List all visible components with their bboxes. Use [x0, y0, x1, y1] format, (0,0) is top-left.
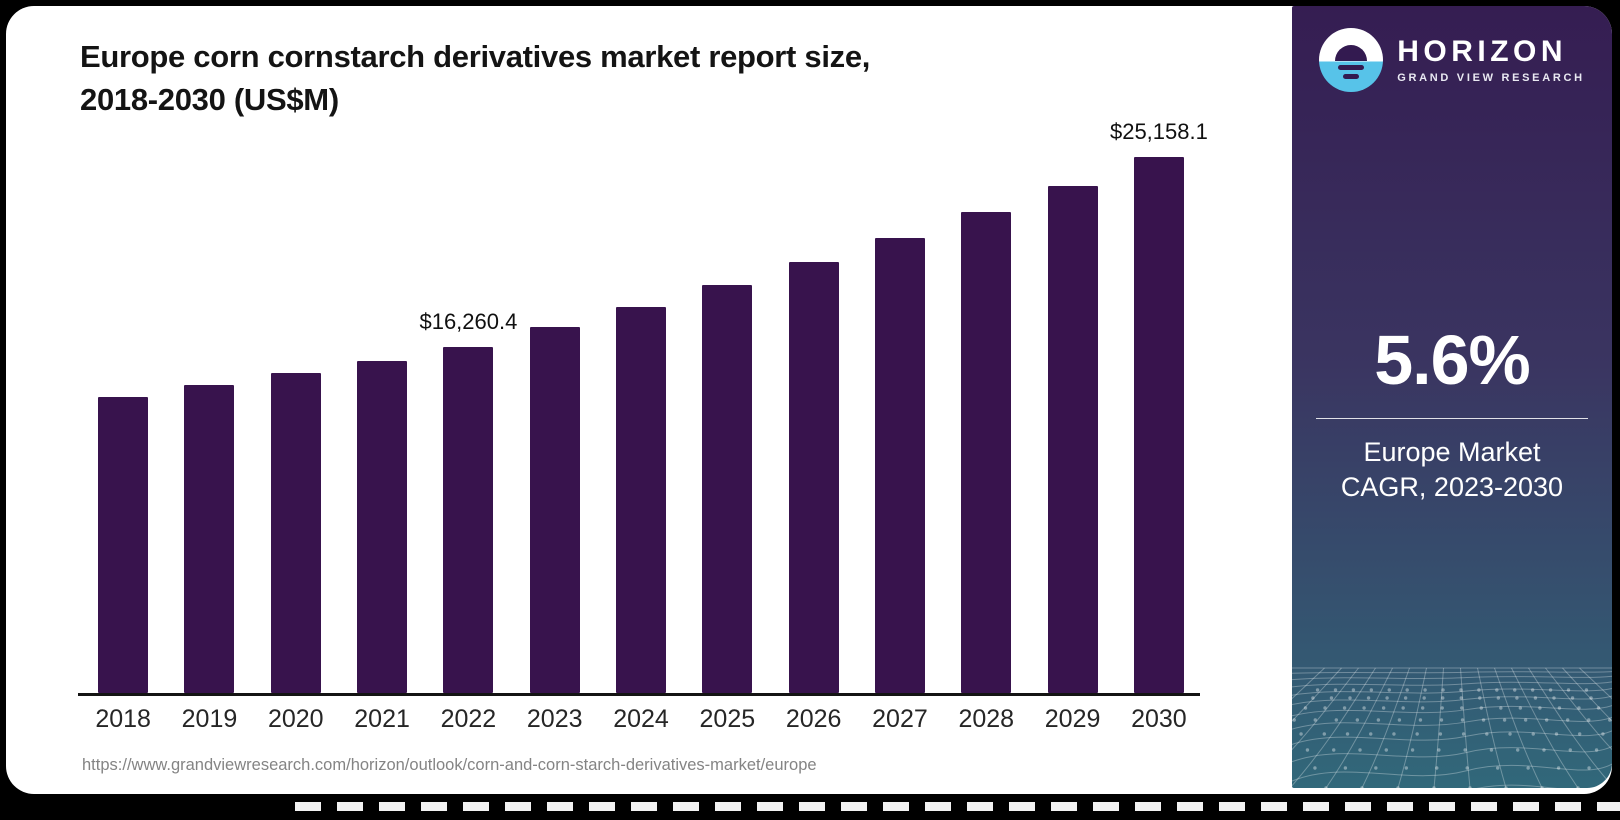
- x-tick-2027: 2027: [872, 705, 928, 733]
- bar-chart-plot: $16,260.4 $25,158.1: [80, 119, 1208, 693]
- brand-subtitle: GRAND VIEW RESEARCH: [1397, 71, 1585, 84]
- bar-column-2027: [857, 157, 943, 693]
- bar-2024: [616, 307, 667, 693]
- brand-logo-row: HORIZON GRAND VIEW RESEARCH: [1292, 28, 1612, 92]
- bar-2026: [788, 262, 839, 693]
- bar-2023: [529, 327, 580, 693]
- cagr-label: Europe Market CAGR, 2023-2030: [1292, 435, 1612, 504]
- bar-column-2019: [166, 157, 252, 693]
- bar-2027: [874, 238, 925, 693]
- cagr-label-line2: CAGR, 2023-2030: [1340, 471, 1564, 502]
- bar-column-2024: [598, 157, 684, 693]
- bar-2018: [98, 397, 149, 693]
- bar-value-label-2030: $25,158.1: [1109, 119, 1208, 144]
- x-tick-2020: 2020: [267, 705, 324, 733]
- chart-title-line2: 2018-2030 (US$M): [80, 81, 339, 117]
- brand-text: HORIZON GRAND VIEW RESEARCH: [1397, 36, 1585, 84]
- bar-2021: [357, 361, 408, 693]
- x-axis-labels: 2018 2019 2020 2021 2022 2023 2024 2025 2026 2027…: [80, 705, 1202, 734]
- bar-2025: [702, 285, 753, 693]
- chart-card: Europe corn cornstarch derivatives marke…: [6, 6, 1612, 794]
- bar-column-2030: $25,158.1: [1110, 119, 1208, 693]
- bar-column-2025: [684, 157, 770, 693]
- bar-column-2029: [1029, 157, 1115, 693]
- x-tick-2029: 2029: [1044, 705, 1101, 733]
- bar-2022: [443, 347, 494, 693]
- x-tick-2023: 2023: [526, 705, 583, 733]
- bar-column-2018: [80, 157, 166, 693]
- x-tick-2019: 2019: [181, 705, 238, 733]
- bar-column-2020: [253, 157, 339, 693]
- cagr-label-line1: Europe Market: [1363, 437, 1541, 467]
- bar-value-label-2022: $16,260.4: [419, 309, 518, 334]
- brand-name: HORIZON: [1397, 35, 1568, 69]
- bar-2030: [1133, 157, 1184, 693]
- cagr-block: 5.6% Europe Market CAGR, 2023-2030: [1292, 320, 1612, 504]
- x-tick-2021: 2021: [354, 705, 410, 733]
- divider-line: [1316, 418, 1588, 419]
- x-tick-2022: 2022: [440, 705, 497, 733]
- bar-column-2028: [943, 157, 1029, 693]
- x-tick-2030: 2030: [1131, 705, 1187, 733]
- cagr-value: 5.6%: [1374, 321, 1531, 399]
- x-axis-line: [78, 693, 1200, 696]
- bar-column-2021: [339, 157, 425, 693]
- x-tick-2028: 2028: [958, 705, 1015, 733]
- source-url: https://www.grandviewresearch.com/horizo…: [82, 756, 817, 774]
- bar-column-2026: [771, 157, 857, 693]
- chart-title: Europe corn cornstarch derivatives marke…: [80, 36, 1080, 122]
- brand-panel: HORIZON GRAND VIEW RESEARCH 5.6% Europe …: [1292, 6, 1612, 788]
- torn-edge-decoration: [295, 802, 1620, 811]
- horizon-logo-icon: [1319, 28, 1384, 92]
- x-tick-2018: 2018: [95, 705, 151, 733]
- bar-2029: [1047, 186, 1098, 693]
- logo-reflection-line2: [1343, 74, 1360, 80]
- logo-sun-shape: [1335, 45, 1368, 62]
- bar-column-2022: $16,260.4: [419, 157, 517, 693]
- bar-2019: [184, 385, 235, 693]
- x-tick-2025: 2025: [699, 705, 756, 733]
- chart-title-line1: Europe corn cornstarch derivatives marke…: [80, 39, 871, 74]
- logo-reflection-line1: [1338, 65, 1365, 71]
- chart-area: Europe corn cornstarch derivatives marke…: [6, 6, 1293, 794]
- bar-2028: [961, 212, 1012, 693]
- x-tick-2024: 2024: [613, 705, 669, 733]
- mesh-pattern: [1292, 667, 1612, 788]
- x-tick-2026: 2026: [785, 705, 842, 733]
- bar-2020: [270, 373, 321, 693]
- bar-column-2023: [512, 157, 598, 693]
